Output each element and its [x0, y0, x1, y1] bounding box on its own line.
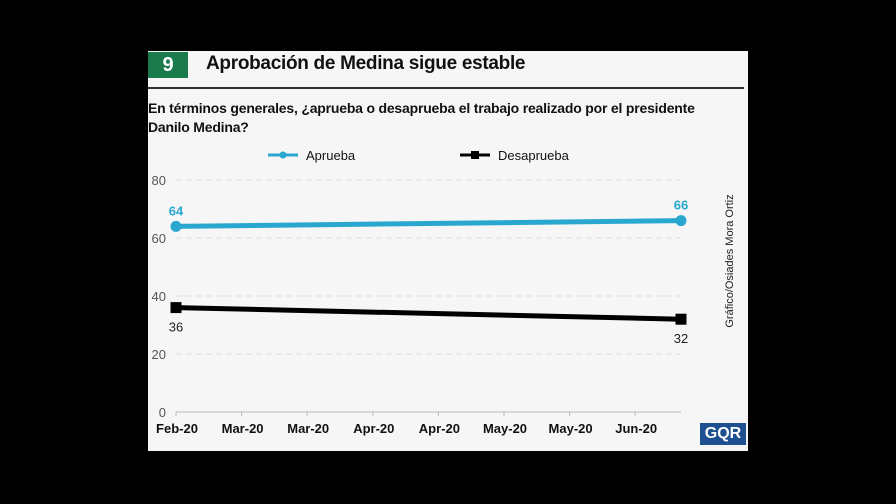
legend-marker [279, 151, 287, 159]
y-tick-label: 20 [152, 347, 166, 362]
chart-number-badge: 9 [148, 52, 188, 78]
x-tick-label: May-20 [483, 421, 527, 436]
credit-text: Gráfico/Osiades Mora Ortiz [724, 194, 736, 328]
y-tick-label: 40 [152, 289, 166, 304]
x-tick-label: May-20 [549, 421, 593, 436]
survey-question: En términos generales, ¿aprueba o desapr… [148, 100, 695, 135]
data-label: 32 [674, 331, 688, 346]
series-line-Aprueba [175, 218, 682, 229]
y-tick-label: 0 [159, 405, 166, 420]
y-tick-label: 80 [152, 173, 166, 188]
data-label: 64 [169, 203, 184, 218]
series-line-Desaprueba [175, 305, 682, 322]
x-tick-label: Jun-20 [615, 421, 657, 436]
y-tick-label: 60 [152, 231, 166, 246]
data-point [170, 302, 182, 314]
x-tick-label: Apr-20 [419, 421, 460, 436]
x-tick-label: Apr-20 [353, 421, 394, 436]
chart-card: 9 Aprobación de Medina sigue estable En … [148, 51, 748, 451]
legend-label: Desaprueba [498, 148, 570, 163]
legend-label: Aprueba [306, 148, 356, 163]
chart-title: Aprobación de Medina sigue estable [206, 53, 526, 74]
x-tick-label: Mar-20 [222, 421, 264, 436]
line-chart: 0 20 40 60 80 Feb-20 Mar-20 Mar-20 Apr-20 Apr-20 M… [152, 148, 689, 436]
x-tick-label: Feb-20 [156, 421, 198, 436]
data-point [675, 215, 687, 227]
data-point [675, 313, 687, 325]
x-tick-label: Mar-20 [287, 421, 329, 436]
data-label: 66 [674, 198, 688, 213]
legend-marker [471, 151, 479, 159]
title-divider [148, 87, 744, 89]
credit: Gráfico/Osiades Mora Ortiz [722, 191, 738, 331]
gqr-logo: GQR [700, 423, 746, 445]
data-point [170, 220, 182, 232]
data-label: 36 [169, 320, 183, 335]
